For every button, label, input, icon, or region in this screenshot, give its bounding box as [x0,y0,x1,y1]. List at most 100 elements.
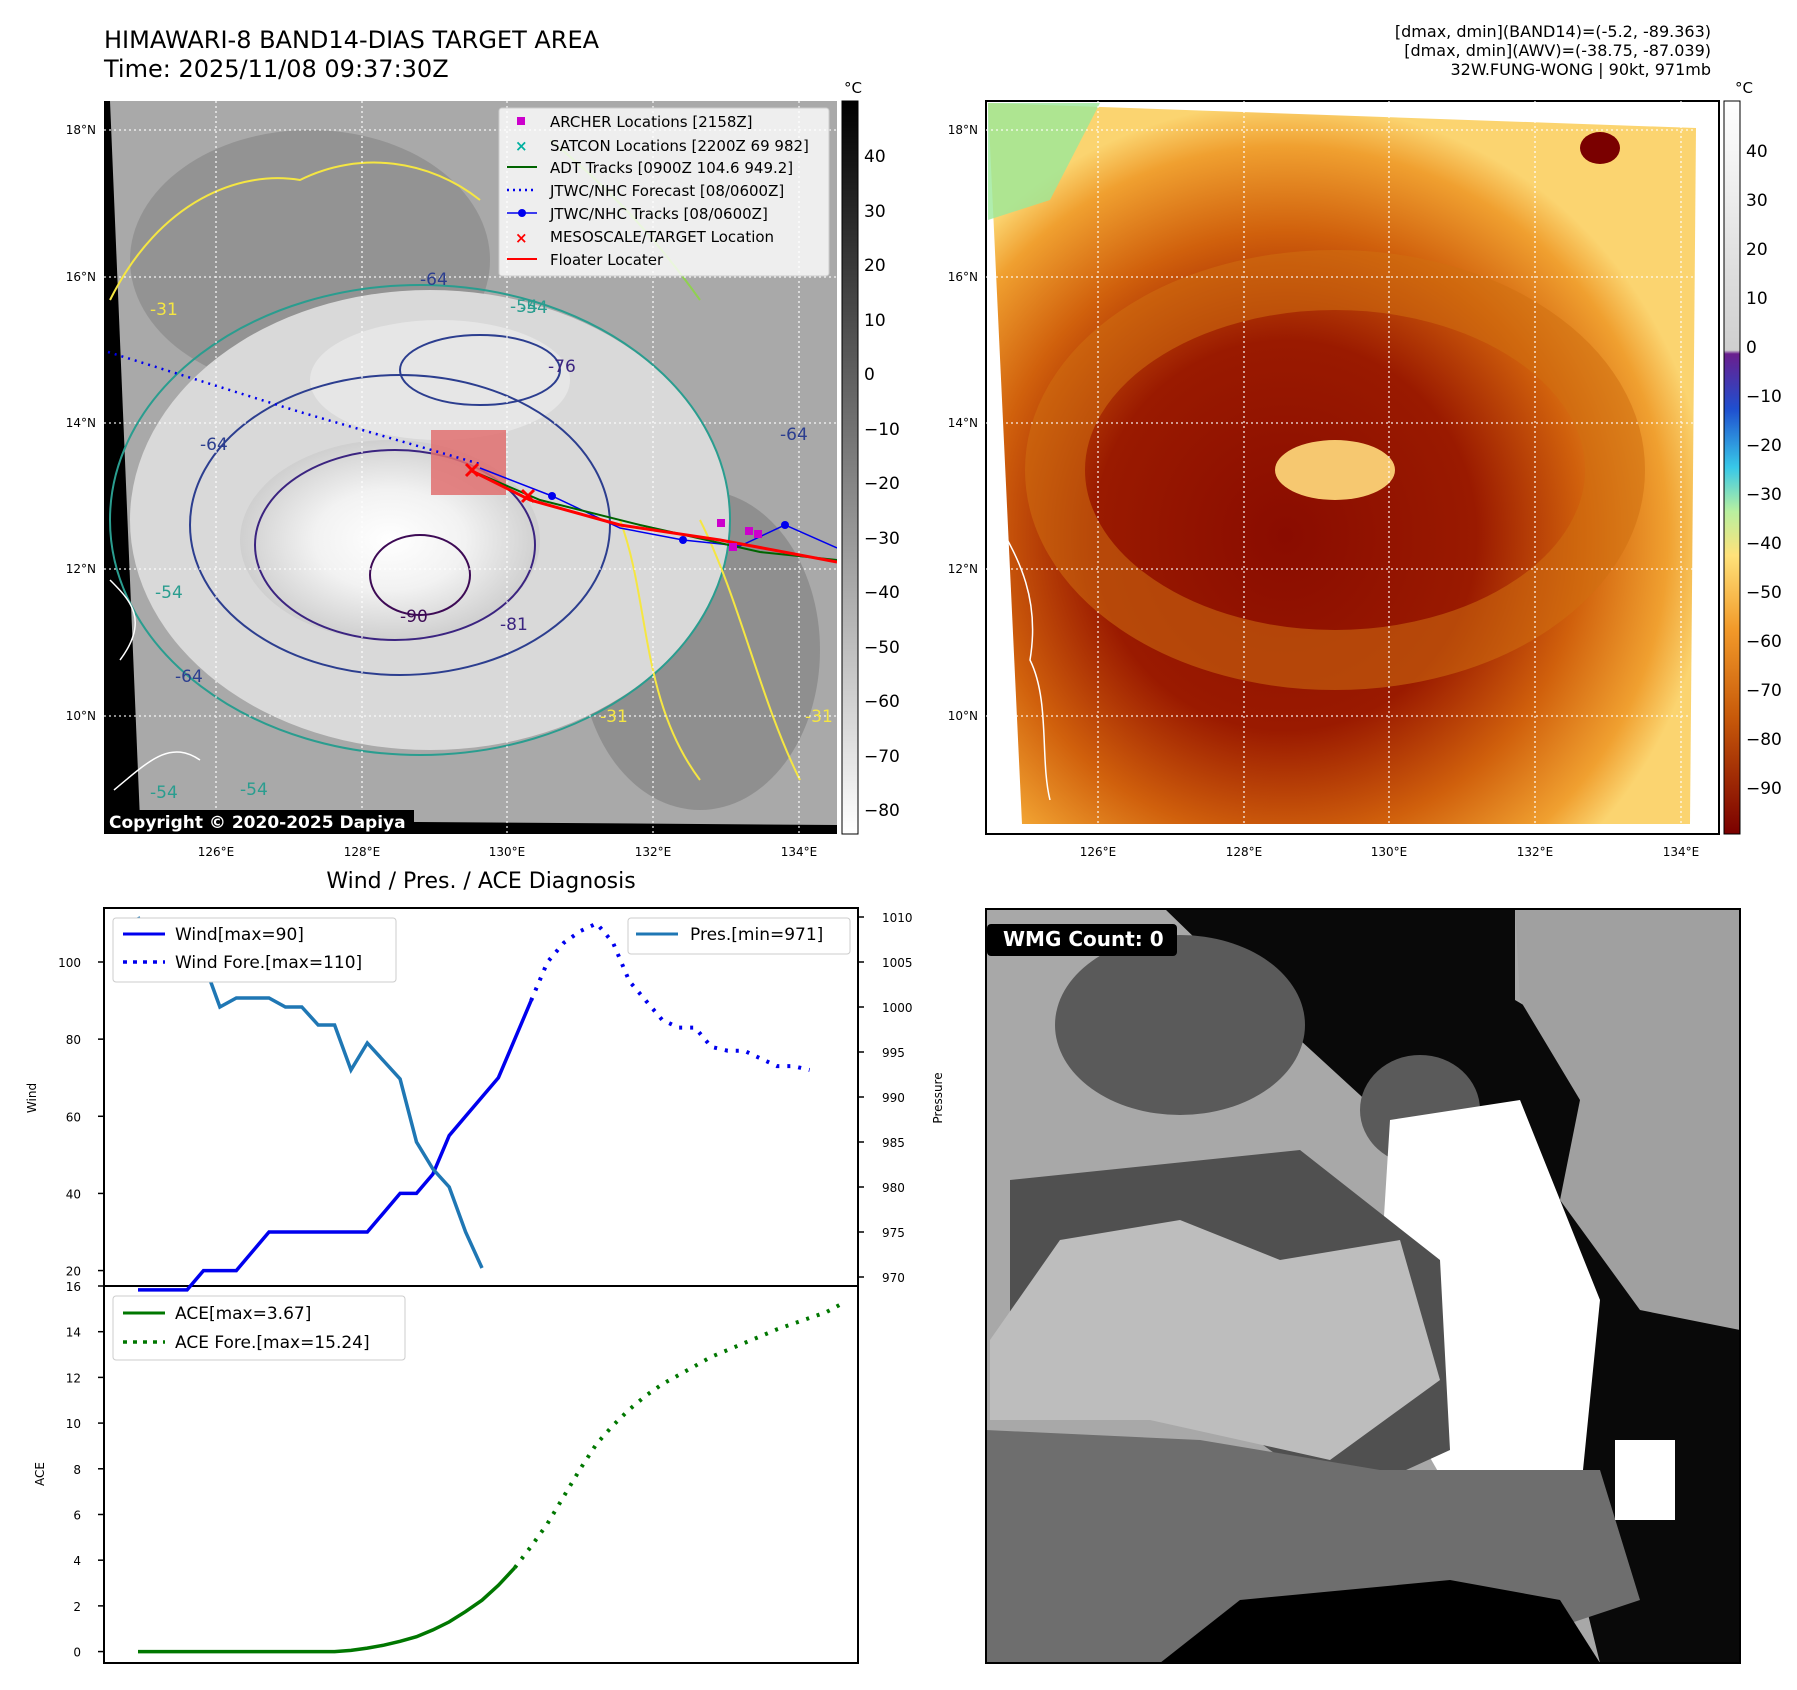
svg-text:134°E: 134°E [781,845,818,859]
target-legend-icon: × [515,229,528,247]
svg-text:-76: -76 [548,357,576,377]
wmg-label-bg [987,924,1177,956]
title-line-2: Time: 2025/11/08 09:37:30Z [104,55,449,83]
right-coastline [995,519,1051,801]
pressure-tick-label: 980 [882,1181,905,1195]
svg-text:30: 30 [864,202,886,222]
svg-text:130°E: 130°E [1371,845,1408,859]
legend-archer: ARCHER Locations [2158Z] [550,113,753,131]
svg-text:−10: −10 [864,420,900,440]
legend-ace: ACE[max=3.67] [175,1304,311,1324]
wind-forecast-line [529,920,811,1072]
svg-text:−20: −20 [864,474,900,494]
left-colorbar-ticks: 40 30 20 10 0 −10 −20 −30 −40 −50 −60 −7… [864,147,900,821]
svg-text:0: 0 [864,365,875,385]
pressure-tick-label: 970 [882,1271,905,1285]
svg-text:20: 20 [864,256,886,276]
stats-block: [dmax, dmin](BAND14)=(-5.2, -89.363) [dm… [1395,22,1711,79]
svg-text:-31: -31 [600,707,628,727]
svg-text:16°N: 16°N [948,270,978,284]
svg-text:−40: −40 [1746,534,1782,554]
ace-tick-label: 10 [66,1417,81,1431]
legend-target: MESOSCALE/TARGET Location [550,228,774,246]
svg-text:132°E: 132°E [1517,845,1554,859]
stats-storm: 32W.FUNG-WONG | 90kt, 971mb [1450,60,1711,79]
svg-text:18°N: 18°N [66,123,96,137]
svg-text:14°N: 14°N [948,416,978,430]
svg-text:40: 40 [864,147,886,167]
left-lon-labels: 126°E 128°E 130°E 132°E 134°E [198,845,818,859]
archer-markers [717,519,762,551]
legend-wind: Wind[max=90] [175,925,304,945]
pressure-tick-label: 985 [882,1136,905,1150]
pressure-tick-label: 1010 [882,911,913,925]
svg-text:-64: -64 [175,667,203,687]
pressure-tick-label: 975 [882,1226,905,1240]
chart-title: Wind / Pres. / ACE Diagnosis [326,869,635,894]
svg-text:-81: -81 [500,615,528,635]
right-colorbar-unit: °C [1735,79,1753,97]
pressure-tick-label: 995 [882,1046,905,1060]
svg-text:30: 30 [1746,191,1768,211]
adt-track [469,469,837,561]
legend-wind-fore: Wind Fore.[max=110] [175,953,362,973]
svg-text:−80: −80 [864,801,900,821]
pressure-tick-label: 1000 [882,1001,913,1015]
svg-text:16°N: 16°N [66,270,96,284]
svg-text:20: 20 [1746,240,1768,260]
right-colorbar-ticks: 40 30 20 10 0 −10 −20 −30 −40 −50 −60 −7… [1746,142,1782,799]
svg-text:126°E: 126°E [198,845,235,859]
svg-text:-64: -64 [780,425,808,445]
svg-text:-54: -54 [510,297,538,317]
wind-legend: Wind[max=90] Wind Fore.[max=110] [112,917,397,983]
ace-tick-label: 8 [73,1463,81,1477]
legend-floater: Floater Locater [550,251,664,269]
svg-text:128°E: 128°E [344,845,381,859]
svg-text:134°E: 134°E [1663,845,1700,859]
contour-minus-31 [109,161,481,301]
ace-axes [103,1285,859,1664]
svg-text:−60: −60 [864,692,900,712]
svg-text:18°N: 18°N [948,123,978,137]
stats-awv: [dmax, dmin](AWV)=(-38.75, -87.039) [1404,41,1711,60]
pressure-axis-label: Pressure [931,1072,945,1123]
pressure-tick-label: 1005 [882,956,913,970]
svg-text:130°E: 130°E [489,845,526,859]
svg-text:-31: -31 [805,707,833,727]
svg-text:−40: −40 [864,583,900,603]
ace-tick-label: 14 [66,1326,81,1340]
wind-tick-label: 20 [66,1265,81,1279]
target-markers [464,462,536,504]
svg-text:−10: −10 [1746,387,1782,407]
left-colorbar-unit: °C [844,79,862,97]
ace-axis-label: ACE [33,1462,47,1486]
right-map-grid [986,101,1719,834]
svg-text:−70: −70 [864,747,900,767]
svg-text:-90: -90 [400,607,428,627]
legend-satcon: SATCON Locations [2200Z 69 982] [550,137,809,155]
ace-forecast-line [513,1301,844,1569]
svg-text:−80: −80 [1746,730,1782,750]
target-area-box [431,430,506,495]
legend-pressure: Pres.[min=971] [690,925,823,945]
right-lon-labels: 126°E 128°E 130°E 132°E 134°E [1080,845,1700,859]
wind-tick-label: 60 [66,1110,81,1124]
contour-minus-54 [109,284,731,756]
svg-text:−50: −50 [864,638,900,658]
right-colorbar [1723,100,1741,835]
title-line-1: HIMAWARI-8 BAND14-DIAS TARGET AREA [104,26,600,54]
svg-text:10°N: 10°N [66,709,96,723]
wmg-panel: WMG Count: 0 [985,908,1741,1664]
legend-adt: ADT Tracks [0900Z 104.6 949.2] [550,159,793,177]
coastline [109,579,201,791]
pressure-legend: Pres.[min=971] [627,917,851,955]
ace-legend: ACE[max=3.67] ACE Fore.[max=15.24] [112,1295,406,1361]
diagnosis-charts: Wind / Pres. / ACE Diagnosis Wind Pressu… [25,869,945,1664]
svg-text:12°N: 12°N [66,562,96,576]
stats-band14: [dmax, dmin](BAND14)=(-5.2, -89.363) [1394,22,1711,41]
wmg-frame [985,908,1741,1664]
ace-tick-label: 0 [73,1646,81,1660]
svg-text:10: 10 [864,311,886,331]
satcon-legend-icon: × [515,137,528,155]
svg-text:-64: -64 [420,270,448,290]
